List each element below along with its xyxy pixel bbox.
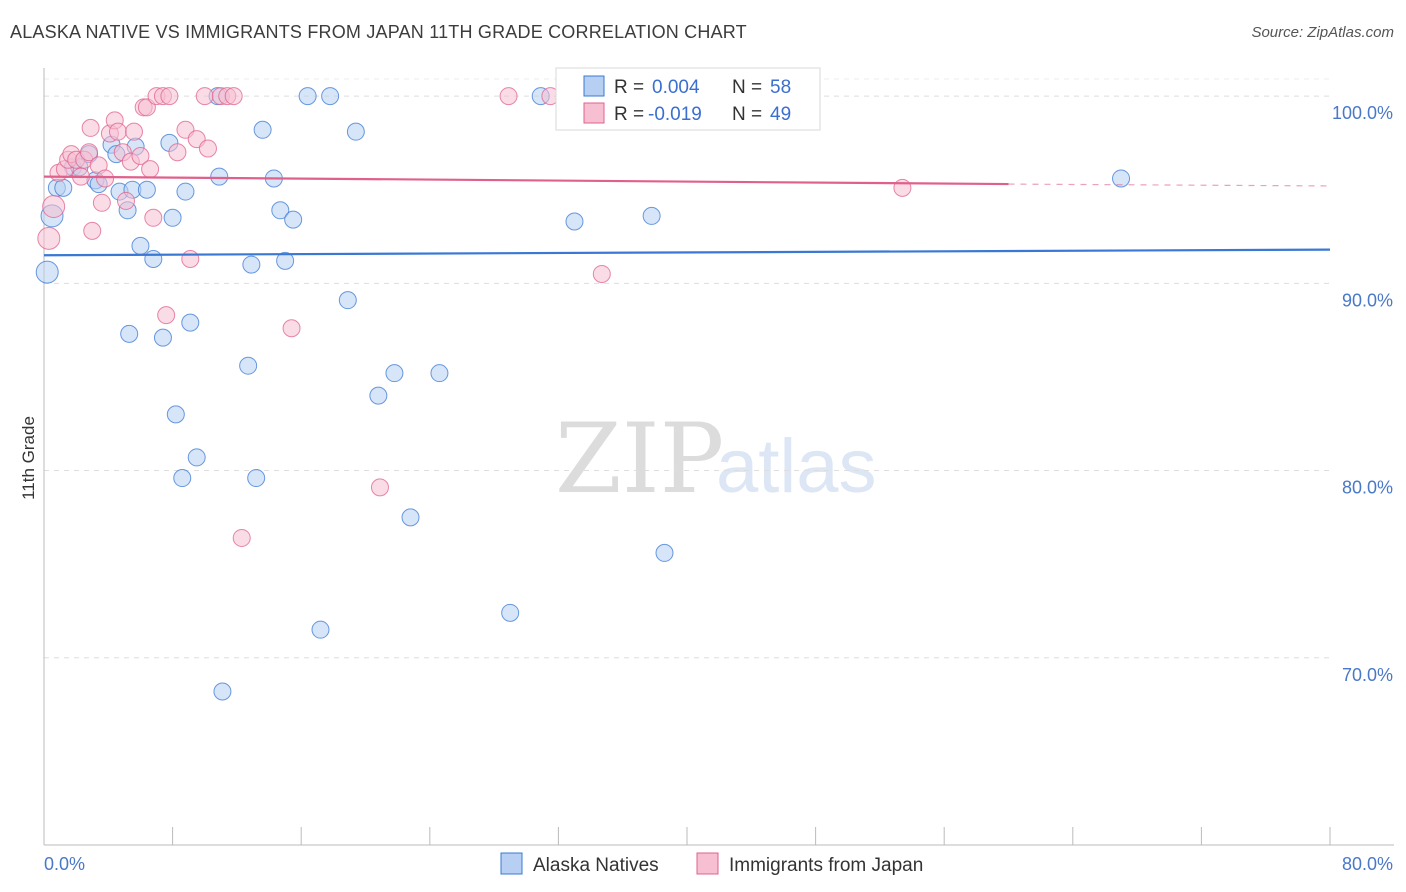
point-alaska-0 — [35, 260, 59, 284]
legend-swatch-blue — [583, 75, 605, 97]
bottom-legend-swatch-pink — [696, 852, 719, 875]
point-japan-29 — [157, 306, 176, 325]
point-japan-45 — [592, 264, 611, 283]
point-alaska-45 — [401, 508, 420, 527]
y-tick-label-3: 70.0% — [1342, 665, 1393, 685]
point-japan-47 — [893, 178, 912, 197]
point-alaska-38 — [298, 87, 317, 106]
point-japan-26 — [144, 208, 163, 227]
point-alaska-40 — [321, 87, 340, 106]
point-alaska-3 — [54, 178, 73, 197]
point-alaska-39 — [311, 620, 330, 639]
point-alaska-23 — [173, 469, 192, 488]
chart-title: ALASKA NATIVE VS IMMIGRANTS FROM JAPAN 1… — [10, 22, 747, 42]
trend-lines — [43, 175, 1331, 257]
point-alaska-44 — [385, 364, 404, 383]
point-alaska-26 — [187, 448, 206, 467]
point-japan-14 — [96, 169, 115, 188]
point-alaska-41 — [338, 291, 357, 310]
point-alaska-16 — [131, 236, 150, 255]
point-alaska-43 — [369, 386, 388, 405]
point-alaska-47 — [501, 603, 520, 622]
point-alaska-28 — [210, 167, 229, 186]
point-alaska-30 — [239, 356, 258, 375]
point-japan-19 — [116, 191, 135, 210]
point-japan-31 — [168, 143, 187, 162]
point-alaska-21 — [163, 208, 182, 227]
point-japan-35 — [195, 87, 214, 106]
legend-blue-n-label: N = — [732, 77, 762, 98]
point-alaska-37 — [284, 210, 303, 229]
legend-pink-n-label: N = — [732, 104, 762, 125]
point-alaska-24 — [176, 182, 195, 201]
point-japan-42 — [370, 478, 389, 497]
trend-line-1 — [43, 175, 1009, 186]
tick-labels: 100.0% 90.0% 80.0% 70.0% 0.0% 80.0% — [44, 103, 1393, 874]
bottom-legend: Alaska Natives Immigrants from Japan — [500, 852, 923, 876]
legend-pink-r-label: R = — [614, 104, 644, 125]
point-japan-9 — [80, 143, 99, 162]
point-japan-1 — [42, 195, 66, 219]
point-japan-0 — [37, 226, 61, 250]
y-axis-label: 11th Grade — [19, 416, 38, 500]
point-japan-36 — [198, 139, 217, 158]
point-alaska-19 — [153, 328, 172, 347]
point-japan-11 — [83, 221, 102, 240]
legend-blue-r-value: 0.004 — [652, 77, 700, 98]
point-japan-40 — [232, 528, 251, 547]
point-alaska-50 — [642, 206, 661, 225]
legend-blue-r-label: R = — [614, 77, 644, 98]
point-japan-33 — [181, 249, 200, 268]
legend-box: R = 0.004 N = 58 R = -0.019 N = 49 — [555, 67, 821, 131]
point-alaska-49 — [565, 212, 584, 231]
legend-swatch-pink — [583, 102, 605, 124]
y-tick-label-2: 80.0% — [1342, 478, 1393, 498]
point-japan-17 — [108, 122, 127, 141]
source-label: Source: ZipAtlas.com — [1251, 24, 1394, 41]
point-alaska-36 — [276, 251, 295, 270]
trend-line-0 — [43, 248, 1331, 257]
point-japan-13 — [92, 193, 111, 212]
y-tick-label-0: 100.0% — [1332, 103, 1393, 123]
legend-pink-r-value: -0.019 — [648, 104, 702, 125]
y-tick-label-1: 90.0% — [1342, 290, 1393, 310]
trend-line-dashed-1 — [1008, 183, 1331, 187]
point-alaska-42 — [346, 122, 365, 141]
point-alaska-46 — [430, 364, 449, 383]
point-alaska-17 — [137, 180, 156, 199]
point-japan-21 — [125, 122, 144, 141]
axes — [43, 68, 1394, 846]
point-alaska-35 — [271, 201, 290, 220]
x-tick-label-end: 80.0% — [1342, 854, 1393, 874]
point-alaska-33 — [253, 120, 272, 139]
point-alaska-55 — [1112, 169, 1131, 188]
legend-blue-n-value: 58 — [770, 77, 791, 98]
bottom-legend-blue-label: Alaska Natives — [533, 855, 659, 876]
watermark: ZIP atlas — [555, 403, 877, 515]
point-alaska-22 — [166, 405, 185, 424]
point-japan-10 — [81, 118, 100, 137]
data-points — [35, 87, 1131, 701]
bottom-legend-pink-label: Immigrants from Japan — [729, 855, 923, 876]
point-alaska-18 — [144, 249, 163, 268]
watermark-atlas: atlas — [716, 424, 877, 509]
bottom-legend-swatch-blue — [500, 852, 523, 875]
point-japan-43 — [499, 87, 518, 106]
x-tick-label-start: 0.0% — [44, 854, 85, 874]
grid — [44, 78, 1330, 659]
point-japan-39 — [224, 87, 243, 106]
point-alaska-25 — [181, 313, 200, 332]
point-alaska-13 — [120, 324, 139, 343]
point-japan-30 — [160, 87, 179, 106]
legend-pink-n-value: 49 — [770, 104, 791, 125]
point-alaska-51 — [655, 543, 674, 562]
watermark-zip: ZIP — [555, 403, 724, 515]
point-alaska-29 — [213, 682, 232, 701]
point-japan-22 — [131, 146, 150, 165]
point-japan-41 — [282, 319, 301, 338]
point-alaska-31 — [242, 255, 261, 274]
point-japan-25 — [141, 160, 160, 179]
point-alaska-32 — [247, 469, 266, 488]
